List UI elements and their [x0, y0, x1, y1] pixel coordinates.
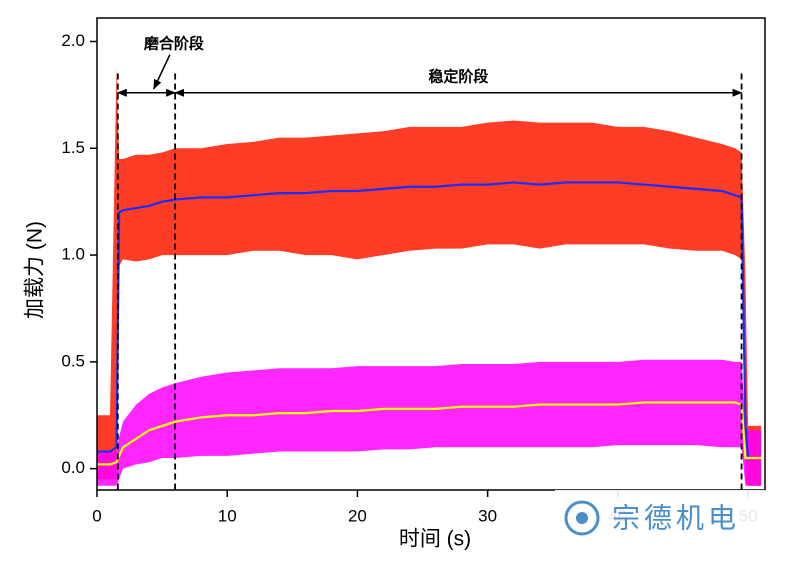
noise-band: [97, 359, 762, 486]
mean-line: [97, 401, 762, 466]
y-tick-label: 0.5: [61, 351, 85, 370]
plot-frame: [96, 17, 766, 491]
y-axis-label: 加载力 (N): [24, 221, 47, 319]
y-tick-label: 1.5: [61, 138, 85, 157]
watermark-logo: [564, 500, 600, 536]
mean-line: [97, 181, 762, 460]
y-tick-label: 2.0: [61, 31, 85, 50]
y-tick-label: 1.0: [61, 245, 85, 264]
x-tick-label: 0: [92, 506, 101, 525]
watermark-bg: [555, 490, 795, 556]
span-label: 稳定阶段: [428, 68, 488, 86]
x-axis-label: 时间 (s): [399, 528, 471, 551]
x-tick-label: 10: [218, 506, 237, 525]
noise-band: [97, 67, 762, 486]
x-tick-label: 20: [348, 506, 367, 525]
watermark-logo-eye: [576, 512, 588, 524]
y-tick-label: 0.0: [61, 458, 85, 477]
span-label: 磨合阶段: [143, 35, 204, 53]
x-tick-label: 30: [478, 506, 497, 525]
span-pointer: [153, 54, 171, 90]
plot-area: [97, 67, 762, 486]
watermark: 宗德机电: [612, 502, 740, 533]
